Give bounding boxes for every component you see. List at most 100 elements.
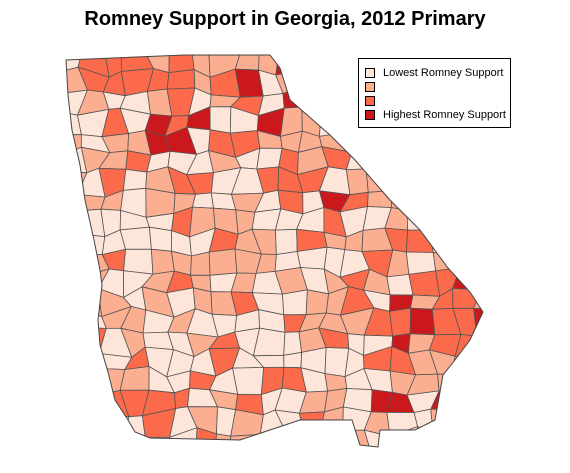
county-shape — [450, 205, 477, 236]
county-shape — [142, 436, 173, 447]
county-shape — [431, 176, 460, 198]
county-shape — [120, 55, 155, 72]
county-shape — [274, 228, 298, 255]
county-shape — [409, 307, 436, 336]
county-shape — [476, 334, 483, 356]
county-shape — [214, 433, 232, 447]
county-shape — [66, 266, 89, 297]
county-shape — [474, 373, 483, 392]
county-shape — [298, 428, 327, 447]
county-shape — [66, 251, 89, 276]
county-shape — [473, 205, 483, 236]
county-shape — [477, 133, 483, 151]
county-shape — [318, 55, 349, 78]
county-shape — [85, 234, 106, 256]
county-shape — [449, 230, 478, 256]
legend-label-highest: Highest Romney Support — [383, 109, 506, 121]
county-shape — [230, 409, 264, 437]
county-shape — [296, 246, 328, 270]
county-shape — [283, 351, 303, 369]
county-shape — [456, 136, 483, 152]
county-shape — [274, 428, 303, 447]
county-shape — [408, 270, 441, 297]
county-shape — [318, 109, 349, 137]
county-shape — [119, 226, 152, 250]
legend-item-highest: Highest Romney Support — [365, 108, 506, 122]
county-shape — [481, 148, 483, 172]
county-shape — [208, 248, 238, 276]
map-title: Romney Support in Georgia, 2012 Primary — [84, 8, 486, 30]
county-shape — [385, 153, 410, 174]
county-shape — [386, 273, 414, 296]
county-shape — [473, 253, 483, 276]
county-shape — [390, 187, 408, 211]
county-shape — [408, 130, 435, 157]
county-shape — [390, 171, 410, 192]
county-shape — [454, 148, 483, 178]
county-shape — [66, 234, 88, 255]
county-shape — [363, 429, 391, 447]
county-shape — [66, 206, 88, 238]
county-shape — [361, 133, 390, 155]
legend-swatch-high — [365, 96, 375, 106]
county-shape — [428, 213, 463, 232]
county-shape — [431, 133, 460, 158]
county-shape — [431, 150, 458, 178]
county-shape — [66, 396, 85, 412]
county-shape — [452, 407, 480, 435]
county-shape — [150, 248, 175, 275]
legend-label-lowest: Lowest Romney Support — [383, 67, 504, 79]
county-shape — [283, 331, 303, 356]
county-shape — [405, 251, 437, 275]
county-shape — [258, 429, 286, 447]
county-shape — [66, 407, 83, 438]
legend-swatch-highest — [365, 110, 375, 120]
county-shape — [408, 154, 440, 178]
county-shape — [477, 406, 483, 435]
county-shape — [324, 347, 350, 378]
county-shape — [386, 412, 419, 438]
county-shape — [449, 253, 478, 268]
county-shape — [145, 187, 176, 218]
county-shape — [299, 411, 326, 437]
county-shape — [406, 187, 434, 215]
county-shape — [66, 428, 80, 447]
county-shape — [66, 308, 82, 333]
county-shape — [406, 172, 440, 198]
county-shape — [417, 426, 440, 447]
county-shape — [119, 366, 150, 391]
county-shape — [102, 427, 132, 447]
county-shape — [125, 434, 146, 447]
county-shape — [478, 388, 483, 409]
county-shape — [345, 168, 369, 196]
county-shape — [318, 429, 344, 447]
county-shape — [166, 69, 196, 90]
county-shape — [385, 130, 418, 156]
legend-swatch-low — [365, 82, 375, 92]
state-outline — [65, 54, 484, 448]
county-shape — [66, 327, 89, 355]
county-shape — [298, 55, 328, 78]
county-shape — [450, 374, 481, 392]
county-shape — [473, 307, 483, 337]
county-shape — [301, 86, 323, 113]
county-shape — [432, 427, 456, 447]
county-shape — [256, 147, 283, 170]
county-shape — [78, 410, 105, 438]
county-shape — [78, 346, 100, 369]
county-shape — [125, 415, 146, 438]
county-shape — [458, 195, 478, 217]
county-shape — [432, 252, 461, 272]
county-shape — [324, 373, 348, 392]
county-shape — [102, 416, 130, 436]
county-shape — [473, 266, 483, 296]
county-shape — [79, 367, 101, 398]
county-shape — [474, 351, 483, 378]
county-shape — [232, 366, 265, 396]
county-shape — [77, 427, 107, 447]
county-shape — [452, 427, 479, 447]
county-shape — [365, 168, 394, 193]
county-shape — [473, 289, 483, 310]
county-shape — [190, 251, 211, 276]
county-shape — [361, 150, 394, 173]
